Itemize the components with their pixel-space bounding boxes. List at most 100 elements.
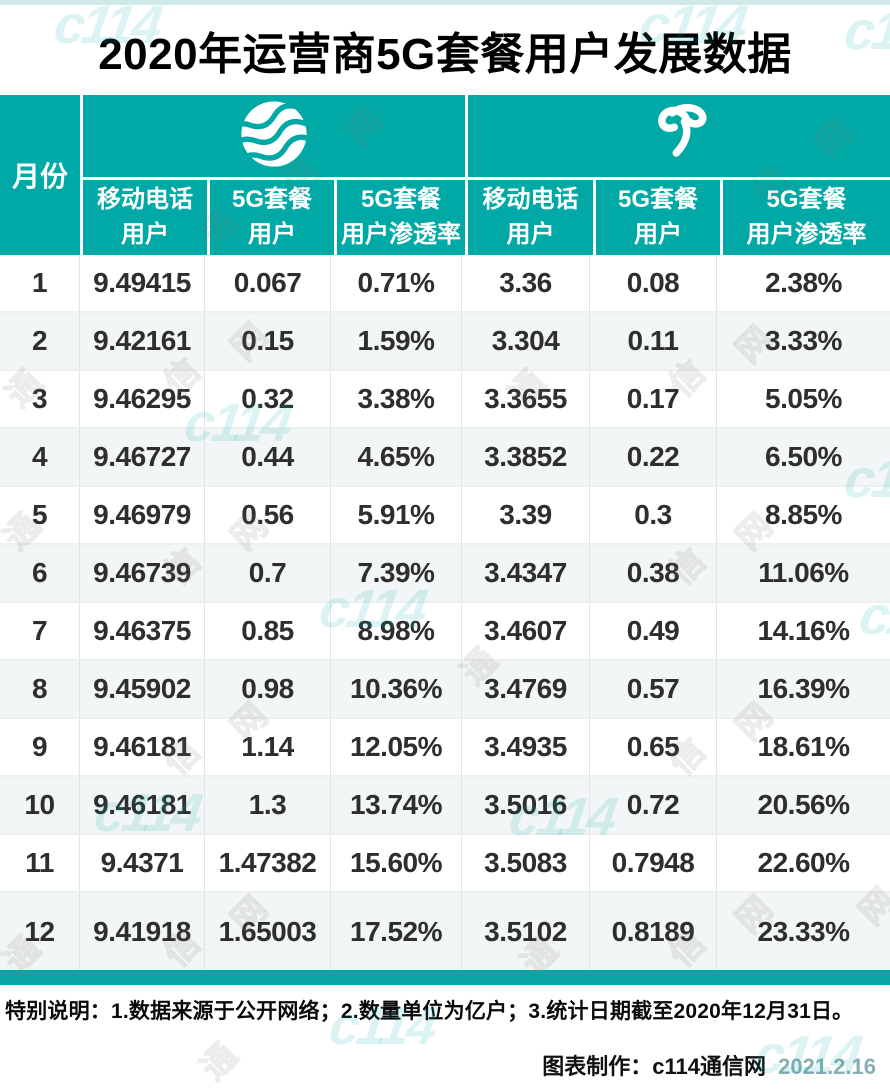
credit-date: 2021.2.16 [778, 1054, 876, 1079]
telecom-5g-cell: 0.17 [590, 371, 717, 427]
sub-header-mobile-users: 移动电话 用户 [83, 180, 207, 255]
table-header: 月份 [0, 95, 890, 255]
table-row: 6 9.46739 0.7 7.39% 3.4347 0.38 11.06% [0, 545, 890, 603]
china-mobile-logo-icon [236, 96, 312, 177]
telecom-5g-cell: 0.72 [590, 777, 717, 833]
telecom-penetration-cell: 2.38% [765, 267, 842, 298]
table-row: 7 9.46375 0.85 8.98% 3.4607 0.49 14.16% [0, 603, 890, 661]
mobile-penetration-cell: 8.98% [331, 603, 462, 659]
telecom-users-cell: 3.4607 [462, 603, 590, 659]
telecom-5g-cell: 0.3 [590, 487, 717, 543]
table-row: 10 9.46181 1.3 13.74% 3.5016 0.72 20.56% [0, 777, 890, 835]
telecom-penetration-cell: 5.05% [765, 383, 842, 414]
telecom-5g-cell: 0.57 [590, 661, 717, 717]
top-accent-strip [0, 0, 890, 5]
telecom-penetration-cell: 20.56% [757, 789, 850, 820]
mobile-5g-cell: 1.47382 [205, 835, 331, 891]
telecom-penetration-cell: 16.39% [757, 673, 850, 704]
month-cell: 8 [0, 661, 80, 717]
mobile-users-cell: 9.46181 [80, 777, 205, 833]
mobile-penetration-cell: 15.60% [331, 835, 462, 891]
mobile-users-cell: 9.46727 [80, 429, 205, 485]
telecom-users-cell: 3.4347 [462, 545, 590, 601]
telecom-users-cell: 3.4769 [462, 661, 590, 717]
mobile-5g-cell: 0.32 [205, 371, 331, 427]
telecom-users-cell: 3.3852 [462, 429, 590, 485]
month-cell: 12 [0, 893, 80, 970]
mobile-5g-cell: 0.7 [205, 545, 331, 601]
mobile-penetration-cell: 1.59% [331, 313, 462, 369]
mobile-penetration-cell: 12.05% [331, 719, 462, 775]
table-row: 4 9.46727 0.44 4.65% 3.3852 0.22 6.50% [0, 429, 890, 487]
telecom-5g-cell: 0.65 [590, 719, 717, 775]
china-mobile-header-cell [83, 95, 465, 177]
mobile-users-cell: 9.42161 [80, 313, 205, 369]
mobile-5g-cell: 0.56 [205, 487, 331, 543]
china-telecom-logo-icon [640, 100, 718, 173]
mobile-users-cell: 9.45902 [80, 661, 205, 717]
mobile-users-cell: 9.49415 [80, 255, 205, 311]
month-cell: 4 [0, 429, 80, 485]
telecom-5g-cell: 0.38 [590, 545, 717, 601]
sub-header-mobile-penetration: 5G套餐 用户渗透率 [337, 180, 465, 255]
month-cell: 9 [0, 719, 80, 775]
mobile-penetration-cell: 4.65% [331, 429, 462, 485]
mobile-5g-cell: 0.067 [205, 255, 331, 311]
month-cell: 11 [0, 835, 80, 891]
table-row: 2 9.42161 0.15 1.59% 3.304 0.11 3.33% [0, 313, 890, 371]
telecom-5g-cell: 0.11 [590, 313, 717, 369]
telecom-users-cell: 3.304 [462, 313, 590, 369]
telecom-penetration-cell: 18.61% [757, 731, 850, 762]
mobile-penetration-cell: 10.36% [331, 661, 462, 717]
mobile-penetration-cell: 3.38% [331, 371, 462, 427]
page-title: 2020年运营商5G套餐用户发展数据 [98, 30, 792, 79]
mobile-users-cell: 9.4371 [80, 835, 205, 891]
mobile-5g-cell: 0.44 [205, 429, 331, 485]
mobile-penetration-cell: 17.52% [331, 893, 462, 970]
month-cell: 5 [0, 487, 80, 543]
month-cell: 1 [0, 255, 80, 311]
china-telecom-header-cell [468, 95, 890, 177]
mobile-5g-cell: 1.3 [205, 777, 331, 833]
sub-header-mobile-5g: 5G套餐 用户 [210, 180, 334, 255]
table-body: 1 9.49415 0.067 0.71% 3.36 0.08 2.38% 2 … [0, 255, 890, 970]
telecom-users-cell: 3.39 [462, 487, 590, 543]
mobile-users-cell: 9.46739 [80, 545, 205, 601]
mobile-users-cell: 9.46295 [80, 371, 205, 427]
telecom-penetration-cell: 6.50% [765, 441, 842, 472]
mobile-penetration-cell: 5.91% [331, 487, 462, 543]
table-row: 9 9.46181 1.14 12.05% 3.4935 0.65 18.61% [0, 719, 890, 777]
month-cell: 7 [0, 603, 80, 659]
telecom-5g-cell: 0.8189 [590, 893, 717, 970]
table-row: 12 9.41918 1.65003 17.52% 3.5102 0.8189 … [0, 893, 890, 970]
table-row: 3 9.46295 0.32 3.38% 3.3655 0.17 5.05% [0, 371, 890, 429]
telecom-penetration-cell: 8.85% [765, 499, 842, 530]
sub-header-telecom-users: 移动电话 用户 [468, 180, 593, 255]
mobile-users-cell: 9.46979 [80, 487, 205, 543]
mobile-users-cell: 9.46375 [80, 603, 205, 659]
special-note: 特别说明：1.数据来源于公开网络；2.数量单位为亿户；3.统计日期截至2020年… [5, 1000, 854, 1023]
credit-line: 图表制作：c114通信网 2021.2.16 [0, 1049, 890, 1081]
mobile-5g-cell: 0.85 [205, 603, 331, 659]
telecom-5g-cell: 0.08 [590, 255, 717, 311]
telecom-users-cell: 3.5102 [462, 893, 590, 970]
telecom-penetration-cell: 23.33% [757, 915, 850, 947]
telecom-5g-cell: 0.7948 [590, 835, 717, 891]
telecom-users-cell: 3.5016 [462, 777, 590, 833]
telecom-5g-cell: 0.22 [590, 429, 717, 485]
table-row: 1 9.49415 0.067 0.71% 3.36 0.08 2.38% [0, 255, 890, 313]
bottom-accent-bar [0, 970, 890, 985]
telecom-users-cell: 3.5083 [462, 835, 590, 891]
mobile-5g-cell: 0.15 [205, 313, 331, 369]
telecom-5g-cell: 0.49 [590, 603, 717, 659]
telecom-penetration-cell: 22.60% [757, 847, 850, 878]
sub-header-telecom-penetration: 5G套餐 用户渗透率 [723, 180, 890, 255]
telecom-users-cell: 3.3655 [462, 371, 590, 427]
month-cell: 3 [0, 371, 80, 427]
month-cell: 6 [0, 545, 80, 601]
telecom-penetration-cell: 11.06% [758, 557, 849, 588]
telecom-penetration-cell: 14.16% [757, 615, 850, 646]
telecom-users-cell: 3.36 [462, 255, 590, 311]
mobile-5g-cell: 1.65003 [205, 893, 331, 970]
mobile-penetration-cell: 7.39% [331, 545, 462, 601]
